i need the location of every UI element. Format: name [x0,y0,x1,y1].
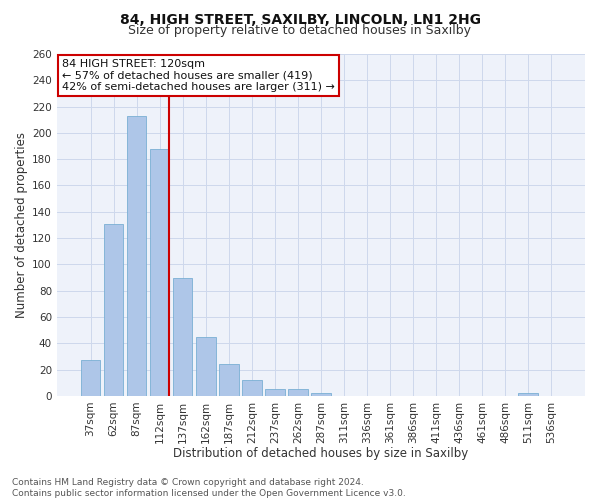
X-axis label: Distribution of detached houses by size in Saxilby: Distribution of detached houses by size … [173,447,469,460]
Bar [242,380,262,396]
Text: 84, HIGH STREET, SAXILBY, LINCOLN, LN1 2HG: 84, HIGH STREET, SAXILBY, LINCOLN, LN1 2… [119,12,481,26]
Bar [265,390,284,396]
Bar [196,336,215,396]
Text: 84 HIGH STREET: 120sqm
← 57% of detached houses are smaller (419)
42% of semi-de: 84 HIGH STREET: 120sqm ← 57% of detached… [62,59,335,92]
Bar [104,224,124,396]
Bar [127,116,146,396]
Y-axis label: Number of detached properties: Number of detached properties [15,132,28,318]
Bar [311,393,331,396]
Bar [150,148,169,396]
Bar [288,390,308,396]
Bar [81,360,100,396]
Bar [219,364,239,396]
Bar [173,278,193,396]
Text: Size of property relative to detached houses in Saxilby: Size of property relative to detached ho… [128,24,472,37]
Text: Contains HM Land Registry data © Crown copyright and database right 2024.
Contai: Contains HM Land Registry data © Crown c… [12,478,406,498]
Bar [518,393,538,396]
